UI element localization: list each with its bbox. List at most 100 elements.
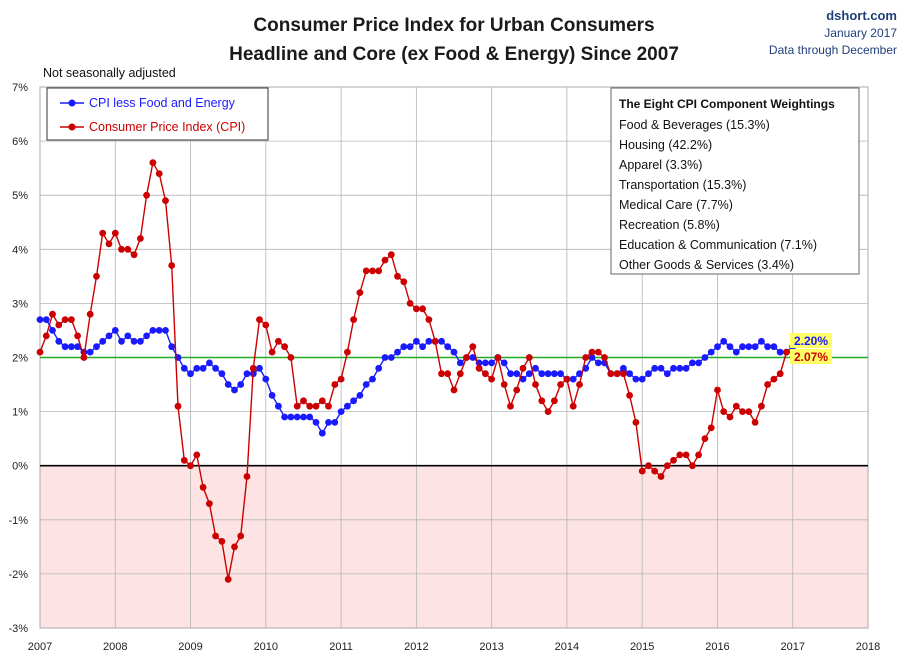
weight-item: Apparel (3.3%) xyxy=(619,158,702,172)
cpi-point xyxy=(776,370,784,378)
core-point xyxy=(293,413,301,421)
core-point xyxy=(149,327,157,334)
core-point xyxy=(720,337,728,345)
core-point xyxy=(758,337,765,345)
x-tick-label: 2012 xyxy=(404,641,428,653)
core-point xyxy=(212,364,220,372)
core-point xyxy=(187,370,194,378)
core-point xyxy=(218,370,226,378)
cpi-point xyxy=(751,419,759,426)
core-point xyxy=(180,364,188,372)
y-tick-label: 1% xyxy=(12,407,28,419)
core-point xyxy=(745,343,753,351)
cpi-point xyxy=(620,370,627,378)
cpi-point xyxy=(318,397,326,405)
cpi-point xyxy=(469,343,477,351)
cpi-point xyxy=(745,408,753,415)
plot-area: -3%-2%-1%0%1%2%3%4%5%6%7% 2007 2008 2009 20… xyxy=(8,82,880,653)
core-point xyxy=(356,392,364,399)
core-point xyxy=(739,343,746,351)
cpi-point xyxy=(563,375,571,383)
core-point xyxy=(362,381,370,388)
cpi-point xyxy=(256,316,263,323)
core-point xyxy=(105,332,113,340)
cpi-point xyxy=(174,402,182,410)
cpi-point xyxy=(519,364,527,372)
series-layer xyxy=(36,159,797,583)
core-point xyxy=(143,332,151,340)
core-point xyxy=(588,354,596,361)
cpi-point xyxy=(456,370,464,378)
cpi-point xyxy=(325,402,332,410)
y-tick-label: -3% xyxy=(8,623,28,635)
cpi-point xyxy=(281,343,288,351)
cpi-point xyxy=(61,316,69,323)
core-point xyxy=(111,327,119,334)
cpi-point xyxy=(532,381,539,388)
core-point xyxy=(507,370,514,378)
cpi-point xyxy=(337,375,345,383)
y-tick-label: -1% xyxy=(8,515,28,527)
cpi-point xyxy=(689,462,696,470)
cpi-point xyxy=(551,397,558,405)
core-point xyxy=(682,364,690,372)
core-point xyxy=(42,316,50,323)
cpi-point xyxy=(193,451,201,459)
core-point xyxy=(456,359,464,367)
cpi-point xyxy=(739,408,746,415)
core-point xyxy=(425,337,433,345)
core-point xyxy=(726,343,734,351)
cpi-point xyxy=(582,354,590,361)
cpi-point xyxy=(525,354,533,361)
cpi-point xyxy=(701,435,709,442)
cpi-point xyxy=(275,337,282,345)
cpi-point xyxy=(111,229,119,237)
core-point xyxy=(500,359,508,367)
cpi-point xyxy=(306,402,314,410)
core-point xyxy=(231,386,238,394)
x-tick-label: 2008 xyxy=(103,641,127,653)
cpi-point xyxy=(651,467,659,475)
core-point xyxy=(224,381,232,388)
cpi-point xyxy=(513,386,521,394)
cpi-point xyxy=(224,575,232,583)
end-label-core: 2.20% xyxy=(790,333,832,348)
x-tick-label: 2009 xyxy=(178,641,202,653)
core-point xyxy=(400,343,408,351)
x-tick-label: 2013 xyxy=(479,641,503,653)
core-point xyxy=(413,337,420,345)
core-point xyxy=(620,364,627,372)
weights-title: The Eight CPI Component Weightings xyxy=(619,97,835,111)
core-point xyxy=(482,359,489,367)
core-point xyxy=(275,402,282,410)
core-point xyxy=(695,359,702,367)
cpi-point xyxy=(162,197,169,205)
cpi-point xyxy=(431,337,439,345)
cpi-point xyxy=(720,408,728,415)
cpi-point xyxy=(607,370,615,378)
weight-item: Food & Beverages (15.3%) xyxy=(619,118,770,132)
core-point xyxy=(764,343,771,351)
cpi-point xyxy=(758,402,765,410)
cpi-point xyxy=(707,424,715,432)
y-tick-label: 4% xyxy=(12,244,28,256)
cpi-point xyxy=(105,240,113,248)
cpi-point xyxy=(557,381,564,388)
y-tick-label: -2% xyxy=(8,569,28,581)
weight-item: Transportation (15.3%) xyxy=(619,178,746,192)
cpi-point xyxy=(670,456,677,464)
cpi-point xyxy=(682,451,690,459)
core-point xyxy=(594,359,602,367)
cpi-point xyxy=(638,467,646,475)
core-point xyxy=(557,370,564,378)
cpi-point xyxy=(507,402,514,410)
weights-box-frame xyxy=(610,87,860,275)
cpi-point xyxy=(544,408,552,415)
cpi-point xyxy=(180,456,188,464)
cpi-point xyxy=(212,532,220,540)
series-cpi xyxy=(36,159,790,583)
core-point xyxy=(701,354,709,361)
weight-item: Housing (42.2%) xyxy=(619,138,712,152)
cpi-point xyxy=(657,473,665,480)
